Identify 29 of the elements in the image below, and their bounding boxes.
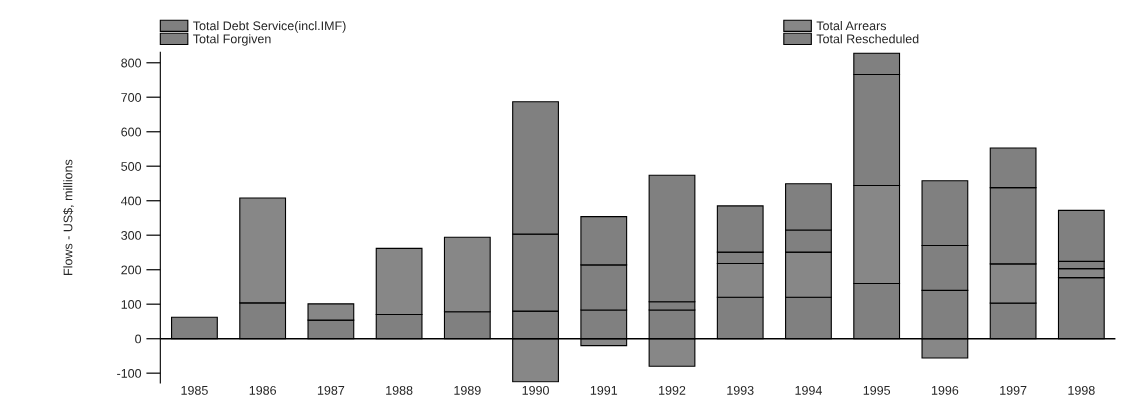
y-tick-label: 800 <box>121 58 142 68</box>
y-tick-label: 400 <box>121 196 142 206</box>
y-tick-label: 200 <box>121 265 142 275</box>
y-tick-label: 700 <box>121 93 142 102</box>
x-tick-label: 1987 <box>317 385 345 395</box>
x-tick-label: 1996 <box>931 385 959 395</box>
x-tick-label: 1993 <box>727 385 754 395</box>
x-tick-label: 1997 <box>1000 385 1027 395</box>
x-tick-label: 1985 <box>181 385 208 395</box>
legend-label: Total Forgiven <box>193 34 271 46</box>
x-tick-label: 1989 <box>454 385 481 395</box>
x-tick-label: 1998 <box>1068 385 1095 395</box>
y-tick-label: 500 <box>121 162 142 171</box>
y-tick-label: 100 <box>121 300 142 309</box>
x-tick-label: 1986 <box>249 385 277 395</box>
y-tick-label: 600 <box>121 127 142 137</box>
x-tick-label: 1994 <box>795 385 822 395</box>
x-tick-label: 1992 <box>659 385 686 395</box>
y-axis-title: Flows - US$, millions <box>63 159 74 275</box>
legend-label: Total Debt Service(incl.IMF) <box>193 21 346 33</box>
x-tick-label: 1995 <box>863 385 891 395</box>
y-tick-label: -100 <box>117 368 142 378</box>
x-tick-label: 1988 <box>386 385 413 395</box>
legend-label: Total Rescheduled <box>816 34 919 44</box>
x-tick-label: 1990 <box>522 385 549 395</box>
y-tick-label: 300 <box>121 231 142 240</box>
legend-label: Total Arrears <box>816 21 887 31</box>
x-tick-label: 1991 <box>590 385 618 395</box>
y-tick-label: 0 <box>135 334 142 344</box>
